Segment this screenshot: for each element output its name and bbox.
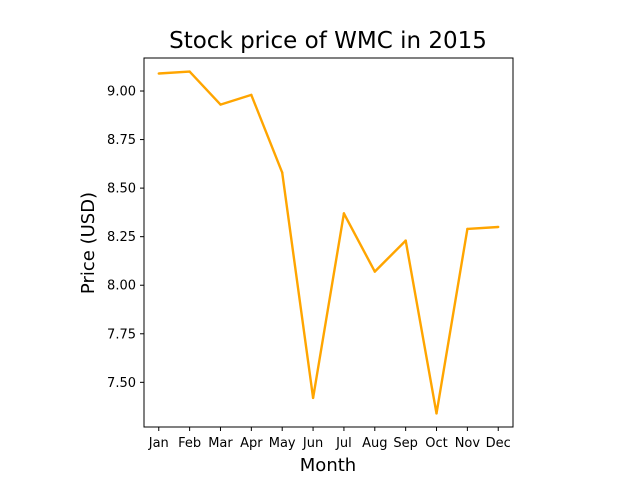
data-point — [157, 72, 160, 75]
y-tick-label: 8.00 — [107, 279, 136, 294]
x-tick-label: Nov — [455, 436, 481, 451]
x-tick-label: Jul — [335, 436, 352, 451]
plot-area: 7.50 7.75 8.00 8.25 8.50 8.75 9.00 Jan Feb Mar Ap… — [107, 57, 514, 451]
data-point — [404, 239, 407, 242]
y-tick-label: 9.00 — [107, 85, 136, 100]
data-point — [250, 93, 253, 97]
y-tick-label: 7.50 — [107, 376, 136, 391]
y-tick-label: 8.75 — [107, 133, 136, 148]
data-point — [435, 412, 438, 415]
chart-title: Stock price of WMC in 2015 — [169, 28, 487, 54]
x-tick-label: May — [269, 436, 296, 451]
y-tick-label: 7.75 — [107, 327, 136, 342]
y-axis-label: Price (USD) — [78, 192, 99, 294]
x-tick-label: Dec — [486, 436, 511, 451]
x-tick-label: Jun — [302, 436, 323, 451]
data-point — [219, 103, 222, 106]
data-point — [466, 227, 469, 231]
y-tick-label: 8.50 — [107, 182, 136, 197]
x-axis-label: Month — [300, 455, 356, 476]
x-tick-label: Apr — [240, 436, 263, 451]
data-point — [188, 70, 191, 73]
data-point — [497, 225, 500, 229]
data-point — [281, 171, 284, 174]
x-tick-label: Mar — [208, 436, 233, 451]
axes-frame — [143, 57, 514, 428]
x-tick-label: Aug — [362, 436, 387, 451]
x-axis: Jan Feb Mar Apr May Jun Jul Aug Sep Oct Nov Dec — [148, 427, 511, 451]
data-point — [373, 270, 376, 273]
y-tick-label: 8.25 — [107, 230, 136, 245]
x-tick-label: Jan — [148, 436, 169, 451]
data-point — [311, 396, 315, 400]
price-line — [158, 70, 499, 415]
data-point — [342, 212, 346, 215]
x-tick-label: Sep — [393, 436, 418, 451]
y-axis: 7.50 7.75 8.00 8.25 8.50 8.75 9.00 — [107, 85, 144, 391]
x-tick-label: Feb — [178, 436, 201, 451]
series-layer — [157, 70, 500, 415]
x-tick-label: Oct — [425, 436, 447, 451]
